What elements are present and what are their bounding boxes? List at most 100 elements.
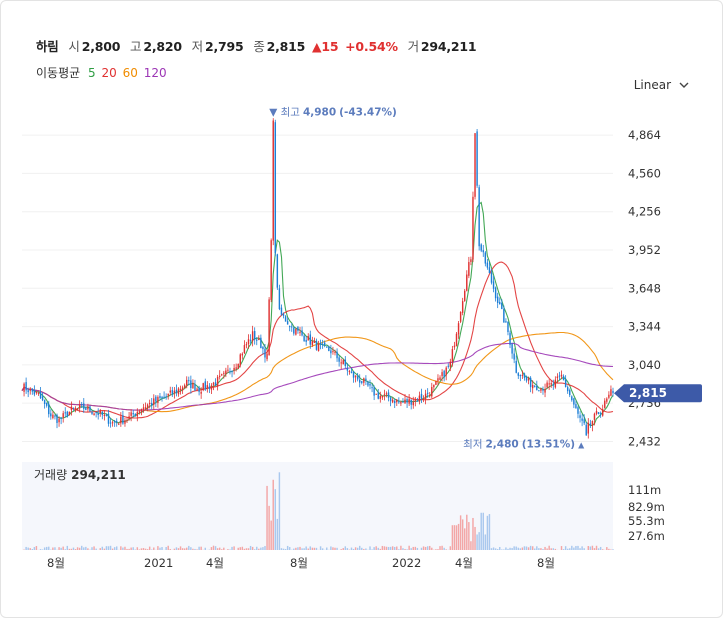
volume-bar <box>188 545 190 550</box>
volume-bar <box>140 548 143 550</box>
candle-body <box>116 420 118 423</box>
volume-bar <box>525 546 528 550</box>
scale-selector[interactable]: Linear <box>634 78 689 92</box>
volume-bar <box>449 546 452 550</box>
candle-body <box>511 343 513 354</box>
candle-body <box>64 412 66 414</box>
candle-body <box>478 187 480 247</box>
volume-bar <box>496 549 499 550</box>
candle-body <box>284 316 287 322</box>
candle-body <box>358 379 361 383</box>
volume-bar <box>365 548 367 550</box>
volume-bar <box>330 546 332 550</box>
candle-body <box>367 381 369 386</box>
candle-body <box>552 384 555 386</box>
volume-bars <box>23 472 614 550</box>
candle-body <box>420 393 423 399</box>
candle-body <box>519 374 522 377</box>
candle-body <box>408 398 410 404</box>
volume-bar <box>350 547 353 550</box>
candle-body <box>124 420 126 424</box>
candle-body <box>562 376 565 381</box>
volume-bar <box>464 528 466 550</box>
volume-bar <box>109 545 112 550</box>
candle-body <box>575 404 577 409</box>
volume-bar <box>550 548 552 550</box>
candle-body <box>550 383 552 385</box>
volume-bar <box>519 548 522 550</box>
volume-bar <box>544 546 546 550</box>
candle-body <box>148 402 151 405</box>
candle-body <box>132 413 134 415</box>
volume-bar <box>336 547 338 550</box>
candle-body <box>540 388 542 391</box>
volume-bar <box>517 547 519 550</box>
candle-body <box>85 407 87 410</box>
volume-bar <box>151 549 153 550</box>
volume-bar <box>39 549 42 550</box>
volume-bar <box>536 546 538 550</box>
candle-body <box>27 390 29 393</box>
volume-bar <box>501 549 503 550</box>
volume-bar <box>307 548 309 550</box>
moving-average-legend[interactable]: 이동평균 5 20 60 120 <box>36 64 171 81</box>
volume-bar <box>474 526 476 550</box>
candle-body <box>151 402 153 406</box>
y-axis-labels: 4,8644,5604,2563,9523,6483,3443,0402,736… <box>628 128 661 448</box>
volume-bar <box>391 546 394 550</box>
candle-body <box>274 122 277 254</box>
volume-bar <box>52 547 54 550</box>
volume-bar <box>466 514 468 550</box>
candle-body <box>286 321 289 325</box>
candle-body <box>525 377 528 381</box>
candle-body <box>585 424 587 436</box>
volume-bar <box>35 546 38 550</box>
volume-bar <box>54 547 56 550</box>
candle-body <box>301 330 303 336</box>
candle-body <box>548 383 550 385</box>
candle-body <box>365 378 367 381</box>
x-tick-label: 8월 <box>537 556 555 570</box>
candle-body <box>270 240 272 300</box>
candle-body <box>396 399 398 403</box>
candle-body <box>406 399 408 403</box>
candle-body <box>379 395 382 399</box>
volume-bar <box>589 546 592 550</box>
candle-body <box>566 387 569 392</box>
candle-body <box>72 407 75 409</box>
volume-bar <box>396 546 398 550</box>
candle-body <box>346 367 349 371</box>
candle-body <box>146 404 149 409</box>
candle-body <box>264 348 266 358</box>
candle-body <box>583 419 585 424</box>
volume-bar <box>398 549 400 550</box>
volume-bar <box>107 546 110 550</box>
volume-bar <box>486 515 489 550</box>
volume-bar <box>610 549 612 550</box>
volume-bar <box>229 549 231 550</box>
candle-body <box>167 393 169 396</box>
candle-body <box>503 308 505 323</box>
candle-body <box>577 407 579 414</box>
candle-body <box>243 345 246 354</box>
candle-body <box>192 382 194 389</box>
y-tick-label: 3,344 <box>628 320 661 334</box>
candle-body <box>307 336 309 341</box>
volume-bar <box>243 548 246 550</box>
candle-body <box>610 389 612 396</box>
volume-bar <box>599 546 602 550</box>
candle-body <box>593 413 596 420</box>
candle-body <box>416 400 419 402</box>
volume-bar <box>363 548 365 550</box>
candle-body <box>266 353 268 360</box>
candle-body <box>223 372 225 374</box>
volume-bar <box>62 546 64 550</box>
volume-bar <box>122 547 124 550</box>
volume-bar <box>148 546 151 550</box>
volume-bar <box>601 549 604 550</box>
y-tick-label: 4,560 <box>628 166 661 180</box>
candle-body <box>233 367 235 371</box>
volume-bar <box>43 547 46 550</box>
